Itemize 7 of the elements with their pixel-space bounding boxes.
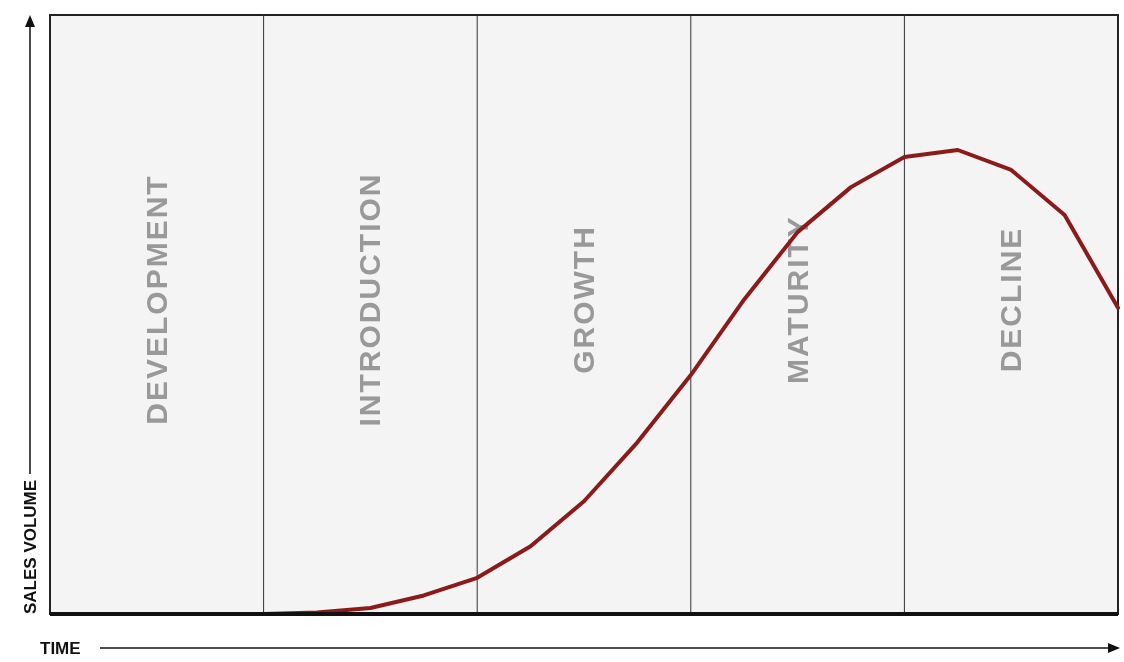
y-axis-title: SALES VOLUME (21, 479, 40, 614)
annotation: MATURITY (780, 215, 814, 384)
x-axis-title: TIME (40, 639, 81, 658)
annotation: GROWTH (567, 225, 600, 374)
annotation: DEVELOPMENT (139, 174, 173, 425)
annotation: DECLINE (994, 226, 1028, 373)
annotation: INTRODUCTION (353, 172, 387, 427)
